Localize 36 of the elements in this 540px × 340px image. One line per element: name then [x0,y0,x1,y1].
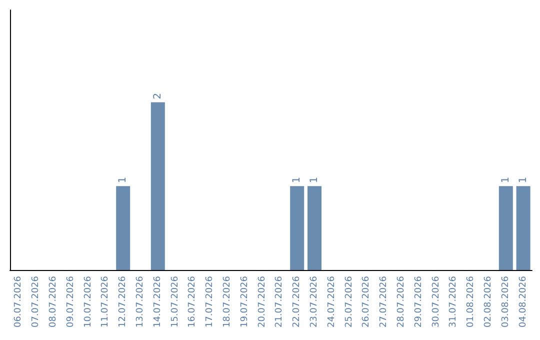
x-tick-label: 31.07.2026 [448,276,459,328]
x-tick-label: 23.07.2026 [310,276,320,328]
data-label: 2 [152,92,164,100]
x-tick-label: 18.07.2026 [222,276,232,328]
x-tick-label: 19.07.2026 [240,276,250,328]
x-tick-label: 09.07.2026 [66,276,76,328]
x-tick-label: 27.07.2026 [379,276,390,328]
data-label: 1 [309,176,320,184]
x-tick-label: 13.07.2026 [136,276,146,328]
x-tick-label: 08.07.2026 [48,276,58,328]
x-tick-label: 25.07.2026 [344,276,354,328]
x-tick-label: 26.07.2026 [362,276,372,328]
x-tick-label: 24.07.2026 [326,276,337,328]
x-tick-label: 02.08.2026 [484,276,494,328]
x-tick-label: 12.07.2026 [118,276,128,328]
x-tick-label: 29.07.2026 [414,276,424,328]
x-tick-label: 30.07.2026 [431,276,442,328]
x-tick-label: 04.08.2026 [518,276,528,328]
x-tick-label: 20.07.2026 [257,276,268,328]
x-tick-label: 03.08.2026 [500,276,511,328]
data-label: 1 [500,176,512,184]
x-tick-label: 22.07.2026 [292,276,302,328]
x-tick-label: 21.07.2026 [274,276,285,328]
data-label: 1 [518,176,529,184]
x-tick-label: 17.07.2026 [205,276,216,328]
data-label: 1 [292,176,303,184]
x-tick-label: 28.07.2026 [396,276,406,328]
x-tick-label: 07.07.2026 [31,276,42,328]
x-tick-label: 16.07.2026 [188,276,198,328]
x-tick-label: 06.07.2026 [14,276,24,328]
x-tick-label: 14.07.2026 [152,276,163,328]
x-tick-label: 11.07.2026 [100,276,111,328]
x-tick-label: 01.08.2026 [466,276,476,328]
data-label: 1 [118,176,129,184]
x-tick-label: 15.07.2026 [170,276,180,328]
x-tick-label: 10.07.2026 [83,276,94,328]
